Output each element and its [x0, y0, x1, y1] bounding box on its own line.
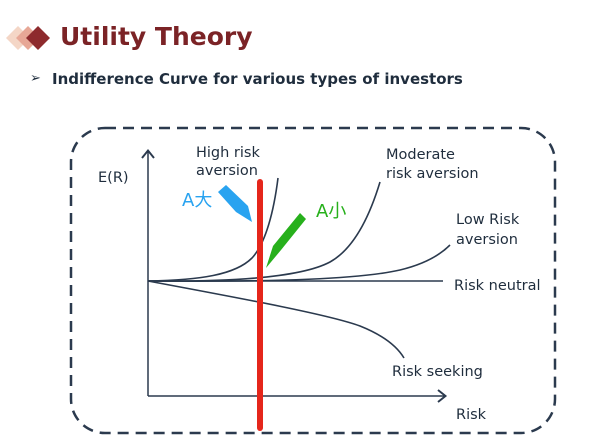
- blue-arrow-icon: [218, 185, 252, 222]
- arrowhead-bullet-icon: ➢: [30, 71, 41, 86]
- annotation-large-a: A大: [182, 190, 212, 211]
- annotation-small-a: A小: [316, 201, 346, 222]
- label-risk-neutral: Risk neutral: [454, 278, 541, 294]
- green-arrow-icon: [266, 213, 306, 268]
- x-axis-label: Risk: [456, 407, 487, 423]
- diamond-logo-icon: [6, 26, 50, 50]
- dashed-frame: [69, 126, 557, 435]
- label-low-risk-line1: Low Risk: [456, 212, 520, 228]
- page-subtitle: Indifference Curve for various types of …: [52, 70, 463, 88]
- label-high-risk-line1: High risk: [196, 145, 260, 161]
- label-low-risk-line2: aversion: [456, 232, 518, 248]
- label-moderate-line1: Moderate: [386, 147, 455, 163]
- risk-seeking-curve: [147, 280, 405, 359]
- page-title: Utility Theory: [60, 22, 253, 51]
- label-high-risk-line2: aversion: [196, 163, 258, 179]
- y-axis-label: E(R): [98, 170, 129, 186]
- label-risk-seeking: Risk seeking: [392, 364, 483, 380]
- label-moderate-line2: risk aversion: [386, 166, 479, 182]
- low-risk-aversion-curve: [147, 244, 451, 282]
- high-risk-aversion-curve: [147, 177, 279, 282]
